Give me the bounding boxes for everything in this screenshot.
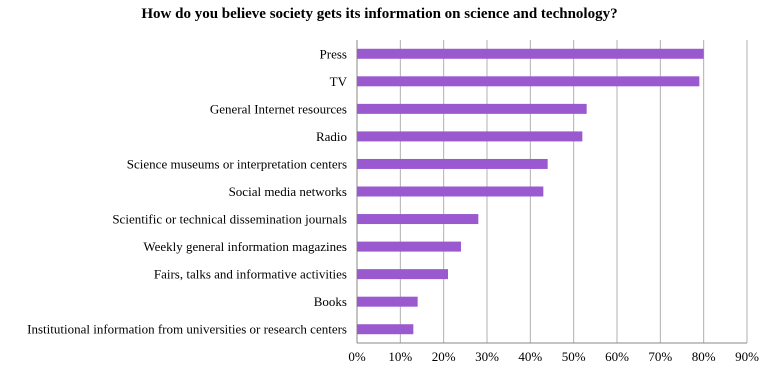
bar <box>357 76 700 87</box>
x-axis-ticks: 0% 10% 20% 30% 40% 50% 60% 70% 80% 90% <box>348 349 759 364</box>
x-tick-label: 80% <box>692 349 716 364</box>
bar <box>357 241 461 252</box>
x-tick-label: 50% <box>562 349 586 364</box>
x-tick-label: 60% <box>605 349 629 364</box>
chart-title: How do you believe society gets its info… <box>141 6 618 22</box>
category-label: Institutional information from universit… <box>27 322 347 337</box>
bar <box>357 269 448 280</box>
category-label: Science museums or interpretation center… <box>127 156 347 171</box>
category-label: Fairs, talks and informative activities <box>154 267 347 282</box>
x-tick-label: 20% <box>432 349 456 364</box>
bar <box>357 48 704 59</box>
bar <box>357 214 479 225</box>
category-label: Scientific or technical dissemination jo… <box>112 212 347 227</box>
bar <box>357 186 544 197</box>
bar <box>357 296 418 307</box>
x-tick-label: 0% <box>348 349 366 364</box>
x-tick-label: 10% <box>388 349 412 364</box>
category-label: General Internet resources <box>210 101 347 116</box>
x-tick-label: 70% <box>648 349 672 364</box>
category-label: Books <box>314 294 347 309</box>
x-tick-label: 40% <box>518 349 542 364</box>
bars <box>357 48 704 335</box>
category-label: Weekly general information magazines <box>143 239 347 254</box>
bar <box>357 324 414 335</box>
x-tick-label: 30% <box>475 349 499 364</box>
category-label: Social media networks <box>229 184 347 199</box>
bar <box>357 158 548 169</box>
bar <box>357 103 587 114</box>
category-label: Radio <box>316 129 347 144</box>
category-label: Press <box>320 46 347 61</box>
bar <box>357 131 583 142</box>
category-labels: Press TV General Internet resources Radio Sc… <box>27 46 347 336</box>
x-tick-label: 90% <box>735 349 759 364</box>
category-label: TV <box>330 74 348 89</box>
